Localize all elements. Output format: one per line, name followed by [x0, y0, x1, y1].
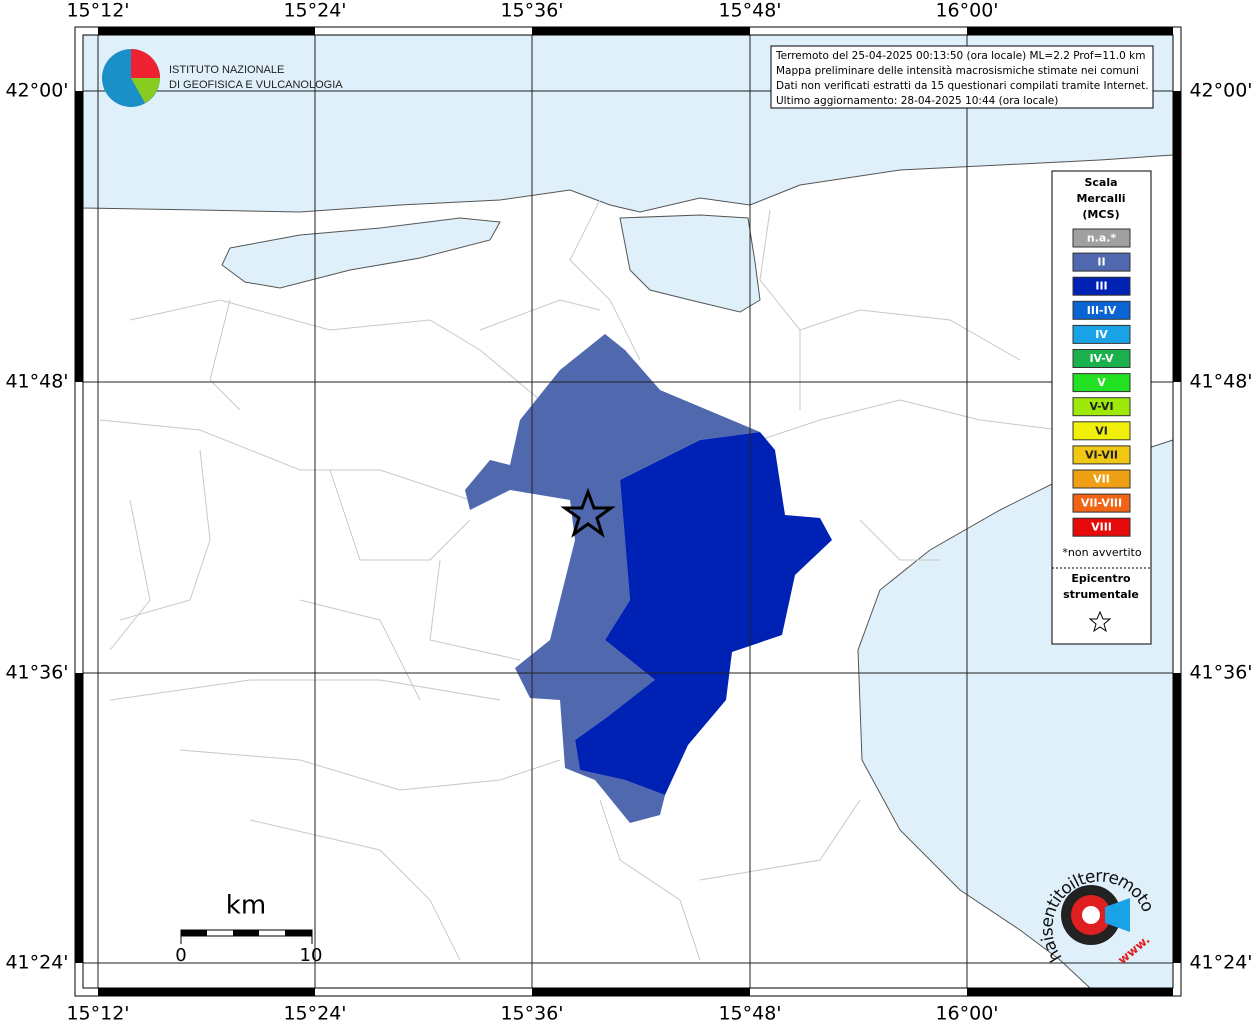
- legend-label: IV-V: [1089, 352, 1114, 365]
- legend-label: III-IV: [1087, 304, 1117, 317]
- legend-label: VII: [1093, 473, 1110, 486]
- legend-swatch: [1072, 493, 1131, 513]
- info-line: Dati non verificati estratti da 15 quest…: [776, 80, 1149, 92]
- lat-label: 41°48': [1189, 371, 1252, 393]
- lagoon-lesina: [221, 217, 501, 289]
- scale-label: 10: [300, 945, 323, 966]
- legend-label: V: [1097, 376, 1106, 389]
- logo-segment: [131, 78, 160, 103]
- legend-label: VI-VII: [1085, 448, 1118, 461]
- legend-swatch: [1072, 445, 1131, 465]
- lon-label: 15°12': [66, 0, 129, 22]
- lat-label: 42°00': [1189, 80, 1252, 102]
- info-box: Terremoto del 25-04-2025 00:13:50 (ora l…: [770, 45, 1154, 109]
- coordinate-labels: 15°12' 15°12' 15°24' 15°24' 15°36' 15°36' 15°4…: [5, 0, 1252, 1025]
- legend-label: V-VI: [1089, 400, 1113, 413]
- lon-label: 16°00': [935, 1003, 998, 1025]
- lat-label: 41°36': [1189, 662, 1252, 684]
- legend-label: II: [1097, 256, 1105, 269]
- legend-label: III: [1095, 280, 1107, 293]
- frame: [74, 26, 1182, 997]
- lon-label: 15°24': [283, 1003, 346, 1025]
- intensity-ii-area: [465, 334, 760, 823]
- info-line: Mappa preliminare delle intensità macros…: [776, 65, 1139, 77]
- graticule: [83, 35, 1173, 988]
- legend-swatch: [1072, 373, 1131, 393]
- info-frame: [770, 45, 1154, 109]
- legend-label: n.a.*: [1087, 232, 1117, 245]
- legend-swatch: [1072, 421, 1131, 441]
- legend-swatch: [1072, 324, 1131, 344]
- scale-segments: [181, 930, 312, 936]
- lon-label: 15°36': [500, 1003, 563, 1025]
- legend-label: VI: [1095, 424, 1108, 437]
- logo-speaker: [1105, 898, 1130, 932]
- scale-unit: km: [226, 891, 266, 921]
- ingv-logo: ISTITUTO NAZIONALE DI GEOFISICA E VULCAN…: [102, 49, 343, 107]
- institute-line: ISTITUTO NAZIONALE: [169, 64, 284, 76]
- legend-swatch: [1072, 276, 1131, 296]
- logo-center: [1082, 906, 1100, 924]
- scale-label: 0: [175, 945, 186, 966]
- lon-label: 15°36': [500, 0, 563, 22]
- legend-label: IV: [1095, 328, 1108, 341]
- lat-label: 41°36': [5, 662, 68, 684]
- epicenter-star: [560, 487, 616, 538]
- legend-swatch: [1072, 469, 1131, 489]
- legend-swatch: [1072, 349, 1131, 368]
- info-line: Ultimo aggiornamento: 28-04-2025 10:44 (…: [776, 95, 1058, 107]
- lon-label: 15°24': [283, 0, 346, 22]
- legend-note: *non avvertito: [1062, 546, 1141, 559]
- scale-bar: km 0 10: [175, 891, 322, 967]
- lon-label: 15°48': [718, 1003, 781, 1025]
- legend-label: VII-VIII: [1081, 497, 1122, 510]
- legend-title: (MCS): [1082, 208, 1119, 221]
- legend-label: VIII: [1091, 521, 1112, 534]
- legend-swatch: [1072, 228, 1131, 248]
- map-area: [74, 26, 1182, 997]
- legend-epicenter: strumentale: [1063, 588, 1139, 601]
- lon-label: 15°48': [718, 0, 781, 22]
- lon-label: 16°00': [935, 0, 998, 22]
- lat-label: 42°00': [5, 80, 68, 102]
- legend-swatch: [1072, 252, 1131, 272]
- institute-line: DI GEOFISICA E VULCANOLOGIA: [169, 79, 343, 91]
- lat-label: 41°48': [5, 371, 68, 393]
- logo-segment: [131, 49, 160, 78]
- intensity-iii-area: [575, 432, 832, 795]
- info-line: Terremoto del 25-04-2025 00:13:50 (ora l…: [775, 50, 1145, 62]
- legend-swatch: [1072, 517, 1131, 537]
- legend-star: [1088, 610, 1112, 633]
- lat-label: 41°24': [1189, 952, 1252, 974]
- legend-title: Scala: [1084, 176, 1117, 189]
- legend-title: Mercalli: [1076, 192, 1125, 205]
- legend-epicenter: Epicentro: [1071, 572, 1131, 585]
- legend-swatch: [1072, 397, 1131, 417]
- lon-label: 15°12': [66, 1003, 129, 1025]
- legend: Scala Mercalli (MCS) *non avvertito Epic…: [1051, 170, 1152, 645]
- legend-swatch: [1072, 300, 1131, 320]
- lat-label: 41°24': [5, 952, 68, 974]
